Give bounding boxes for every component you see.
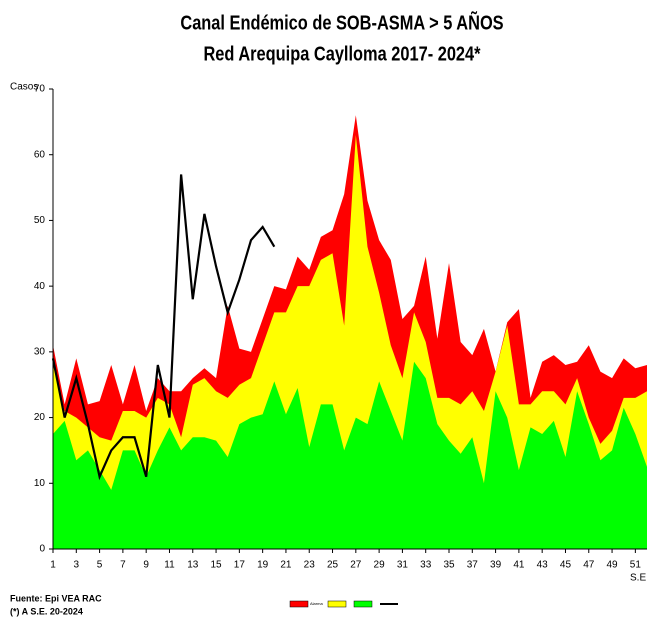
x-tick-label: 51 [630,560,642,571]
y-axis-label: Casos [10,82,38,93]
chart-title: Canal Endémico de SOB-ASMA > 5 AÑOS [180,11,503,34]
y-tick-label: 40 [34,281,46,292]
y-tick-label: 50 [34,215,46,226]
y-tick-label: 0 [39,544,45,555]
x-tick-label: 21 [280,560,292,571]
source-note: Fuente: Epi VEA RAC [10,593,102,603]
x-tick-label: 3 [74,560,80,571]
legend-swatch [353,600,373,608]
y-tick-label: 60 [34,149,46,160]
x-tick-label: 19 [257,560,269,571]
x-tick-label: 9 [143,560,149,571]
x-tick-label: 13 [187,560,199,571]
x-tick-label: 5 [97,560,103,571]
x-tick-label: 25 [327,560,339,571]
x-tick-label: 11 [164,560,175,571]
x-tick-label: 17 [234,560,246,571]
y-tick-label: 70 [34,84,46,95]
chart-subtitle: Red Arequipa Caylloma 2017- 2024* [203,42,481,65]
line [51,174,276,481]
x-tick-label: 41 [513,560,525,571]
x-tick-label: 31 [397,560,409,571]
x-tick-label: 43 [537,560,549,571]
x-tick-label: 33 [420,560,432,571]
x-tick-label: 39 [490,560,502,571]
x-tick-label: 49 [606,560,618,571]
y-tick-label: 20 [34,412,46,423]
legend-swatch [289,600,309,608]
x-tick-label: 45 [560,560,572,571]
y-tick-label: 30 [34,346,46,357]
x-tick-label: 37 [467,560,479,571]
x-axis-label: S.E [630,573,646,584]
x-tick-label: 27 [350,560,362,571]
x-tick-label: 1 [50,560,56,571]
area [53,361,647,549]
footnote: (*) A S.E. 20-2024 [10,606,83,616]
x-tick-label: 15 [210,560,222,571]
x-tick-label: 35 [443,560,455,571]
x-tick-label: 7 [120,560,126,571]
x-tick-label: 23 [304,560,316,571]
x-tick-label: 29 [374,560,386,571]
legend: Alarma [289,600,398,608]
x-tick-label: 47 [583,560,595,571]
y-tick-label: 10 [34,478,46,489]
legend-label: Alarma [310,601,323,606]
legend-swatch [327,600,347,608]
